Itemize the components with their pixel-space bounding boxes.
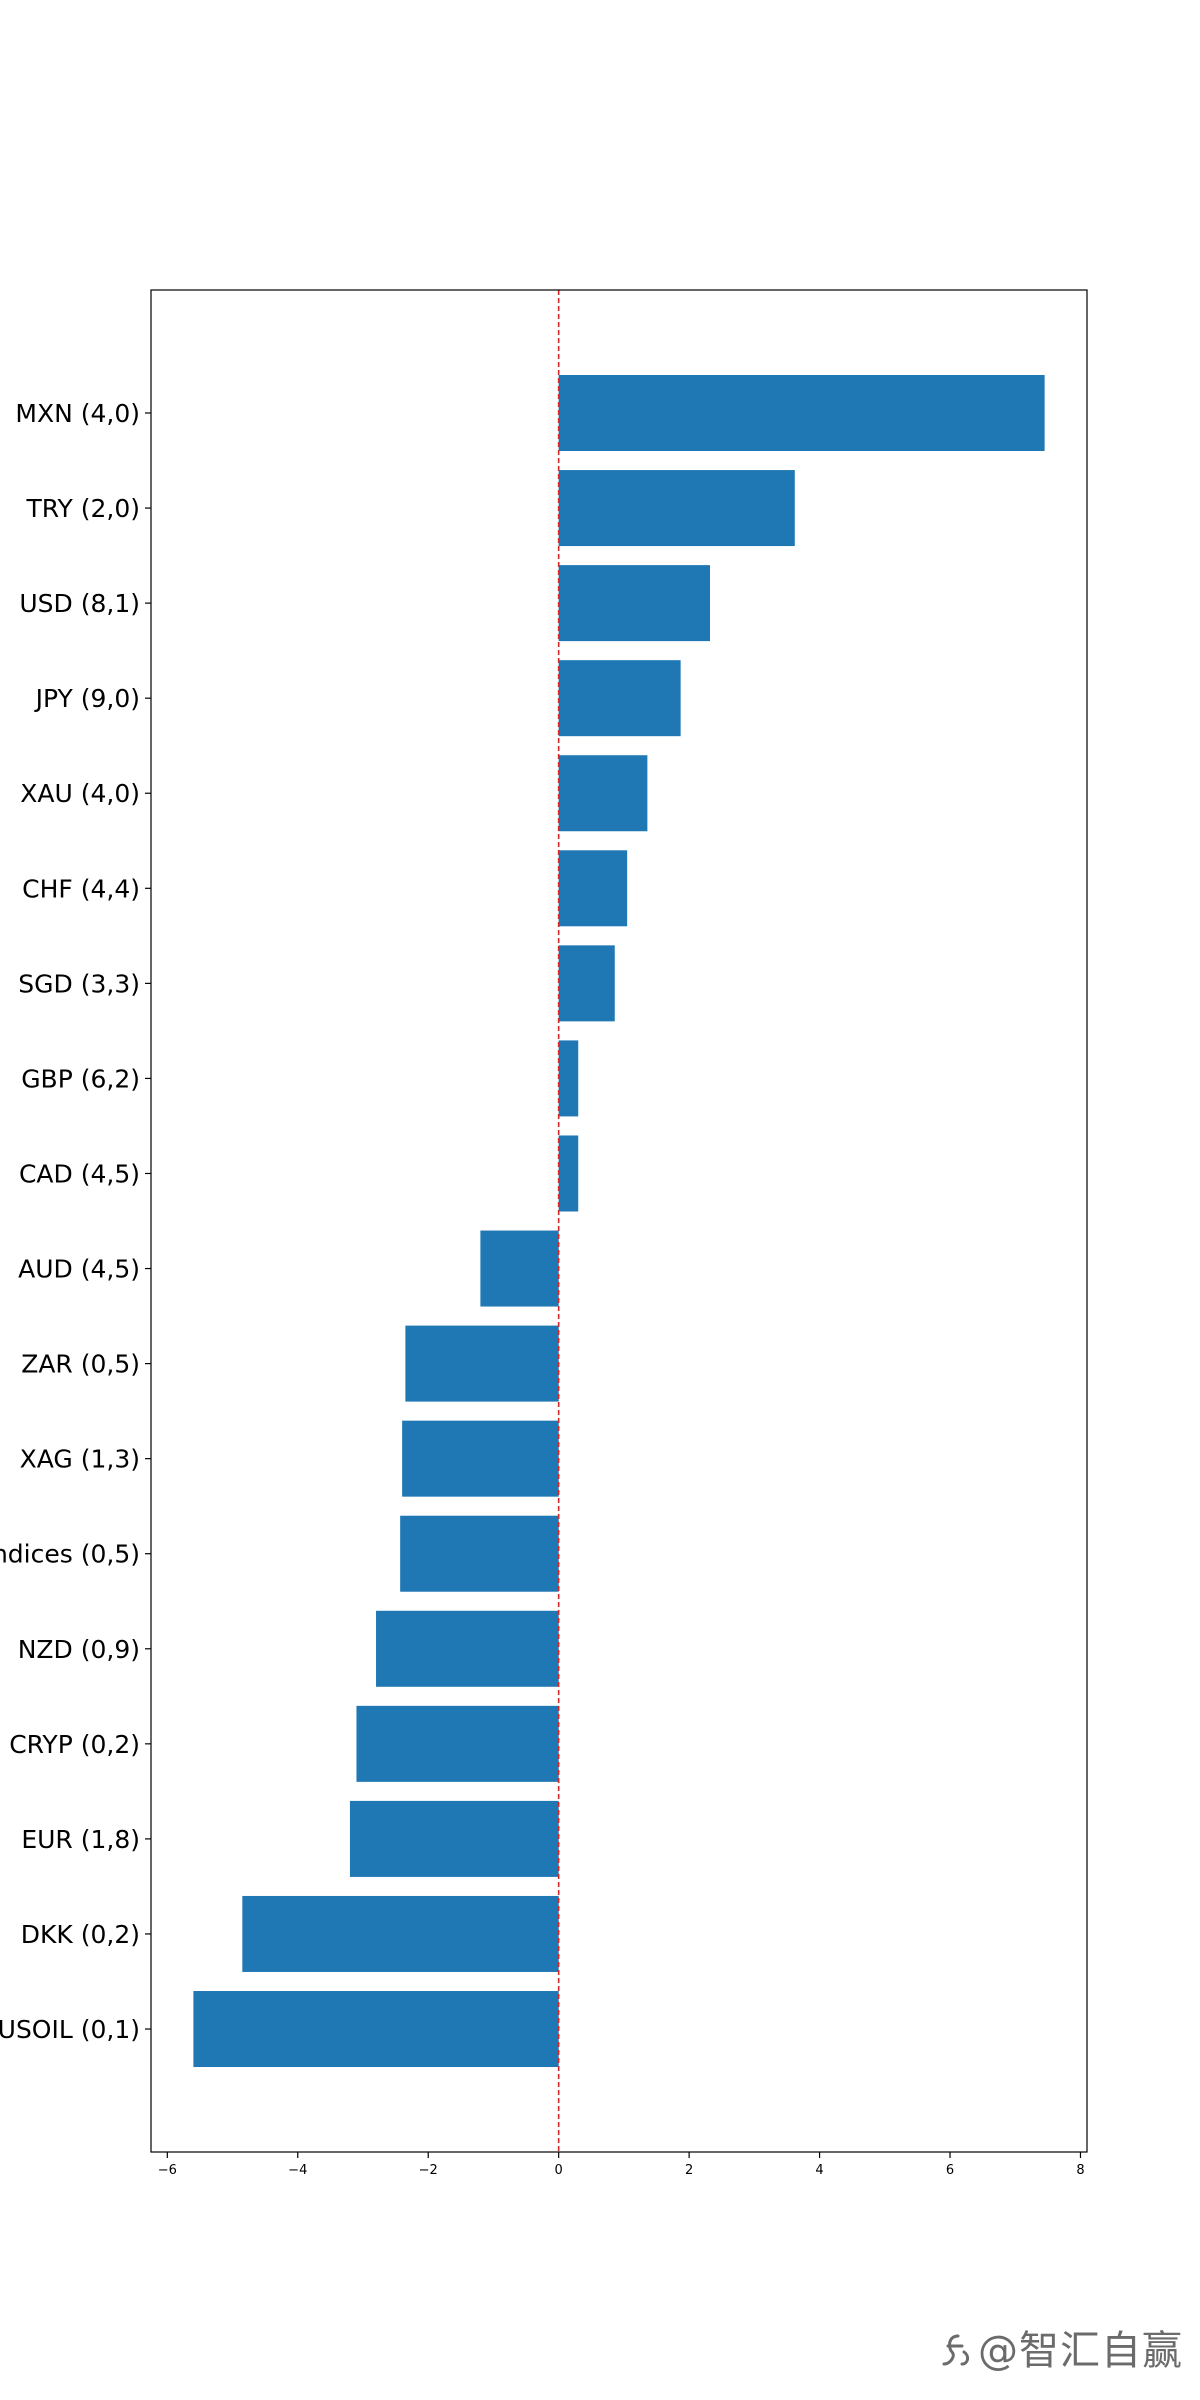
y-tick-label: JPY (9,0) [34,684,140,713]
y-tick-label: XAG (1,3) [20,1445,140,1474]
bar-2 [558,565,710,642]
x-tick-label: 0 [555,2163,563,2178]
bar-7 [558,1040,579,1117]
bar-0 [558,375,1045,451]
watermark: @智汇自赢 [938,2318,1183,2376]
x-tick-label: −6 [158,2163,177,2178]
y-tick-label: Indices (0,5) [0,1540,140,1569]
bar-17 [193,1991,559,2068]
y-tick-label: USOIL (0,1) [0,2015,140,2044]
bar-6 [558,945,615,1022]
bar-9 [480,1230,559,1307]
bar-13 [376,1610,559,1687]
bar-4 [558,755,648,832]
x-axis-ticks: −6 −4 −2 0 2 4 6 8 [158,2152,1085,2178]
bar-1 [558,470,795,547]
bar-11 [402,1420,559,1497]
y-tick-label: EUR (1,8) [21,1825,140,1854]
watermark-logo-icon [942,2334,970,2366]
y-tick-label: SGD (3,3) [18,969,140,998]
y-tick-label: ZAR (0,5) [21,1350,140,1379]
y-tick-label: DKK (0,2) [21,1920,140,1949]
plot-frame [150,289,1088,2153]
y-tick-label: GBP (6,2) [21,1064,140,1093]
x-tick-label: −2 [419,2163,438,2178]
bar-3 [558,660,681,737]
watermark-text: @智汇自赢 [978,2328,1183,2374]
y-tick-label: CRYP (0,2) [9,1730,140,1759]
bar-15 [349,1800,559,1877]
x-tick-label: 4 [815,2163,823,2178]
y-tick-label: USD (8,1) [19,589,140,618]
bar-5 [558,850,628,927]
y-tick-label: MXN (4,0) [15,399,140,428]
y-tick-label: NZD (0,9) [18,1635,140,1664]
bar-12 [400,1515,559,1592]
bars-layer [193,375,1045,2068]
y-tick-label: TRY (2,0) [25,494,140,523]
x-tick-label: 8 [1076,2163,1084,2178]
y-tick-label: CAD (4,5) [19,1159,140,1188]
y-axis-ticks: MXN (4,0) TRY (2,0) USD (8,1) JPY (9,0) XAU … [0,399,151,2044]
x-tick-label: 2 [685,2163,693,2178]
bar-16 [242,1895,559,1972]
bar-10 [405,1325,559,1402]
y-tick-label: XAU (4,0) [20,779,140,808]
bar-8 [558,1135,579,1212]
y-tick-label: AUD (4,5) [18,1255,140,1284]
axes-layer [150,289,1088,2153]
x-tick-label: −4 [288,2163,307,2178]
x-tick-label: 6 [946,2163,954,2178]
bar-14 [356,1705,559,1782]
y-tick-label: CHF (4,4) [22,874,140,903]
